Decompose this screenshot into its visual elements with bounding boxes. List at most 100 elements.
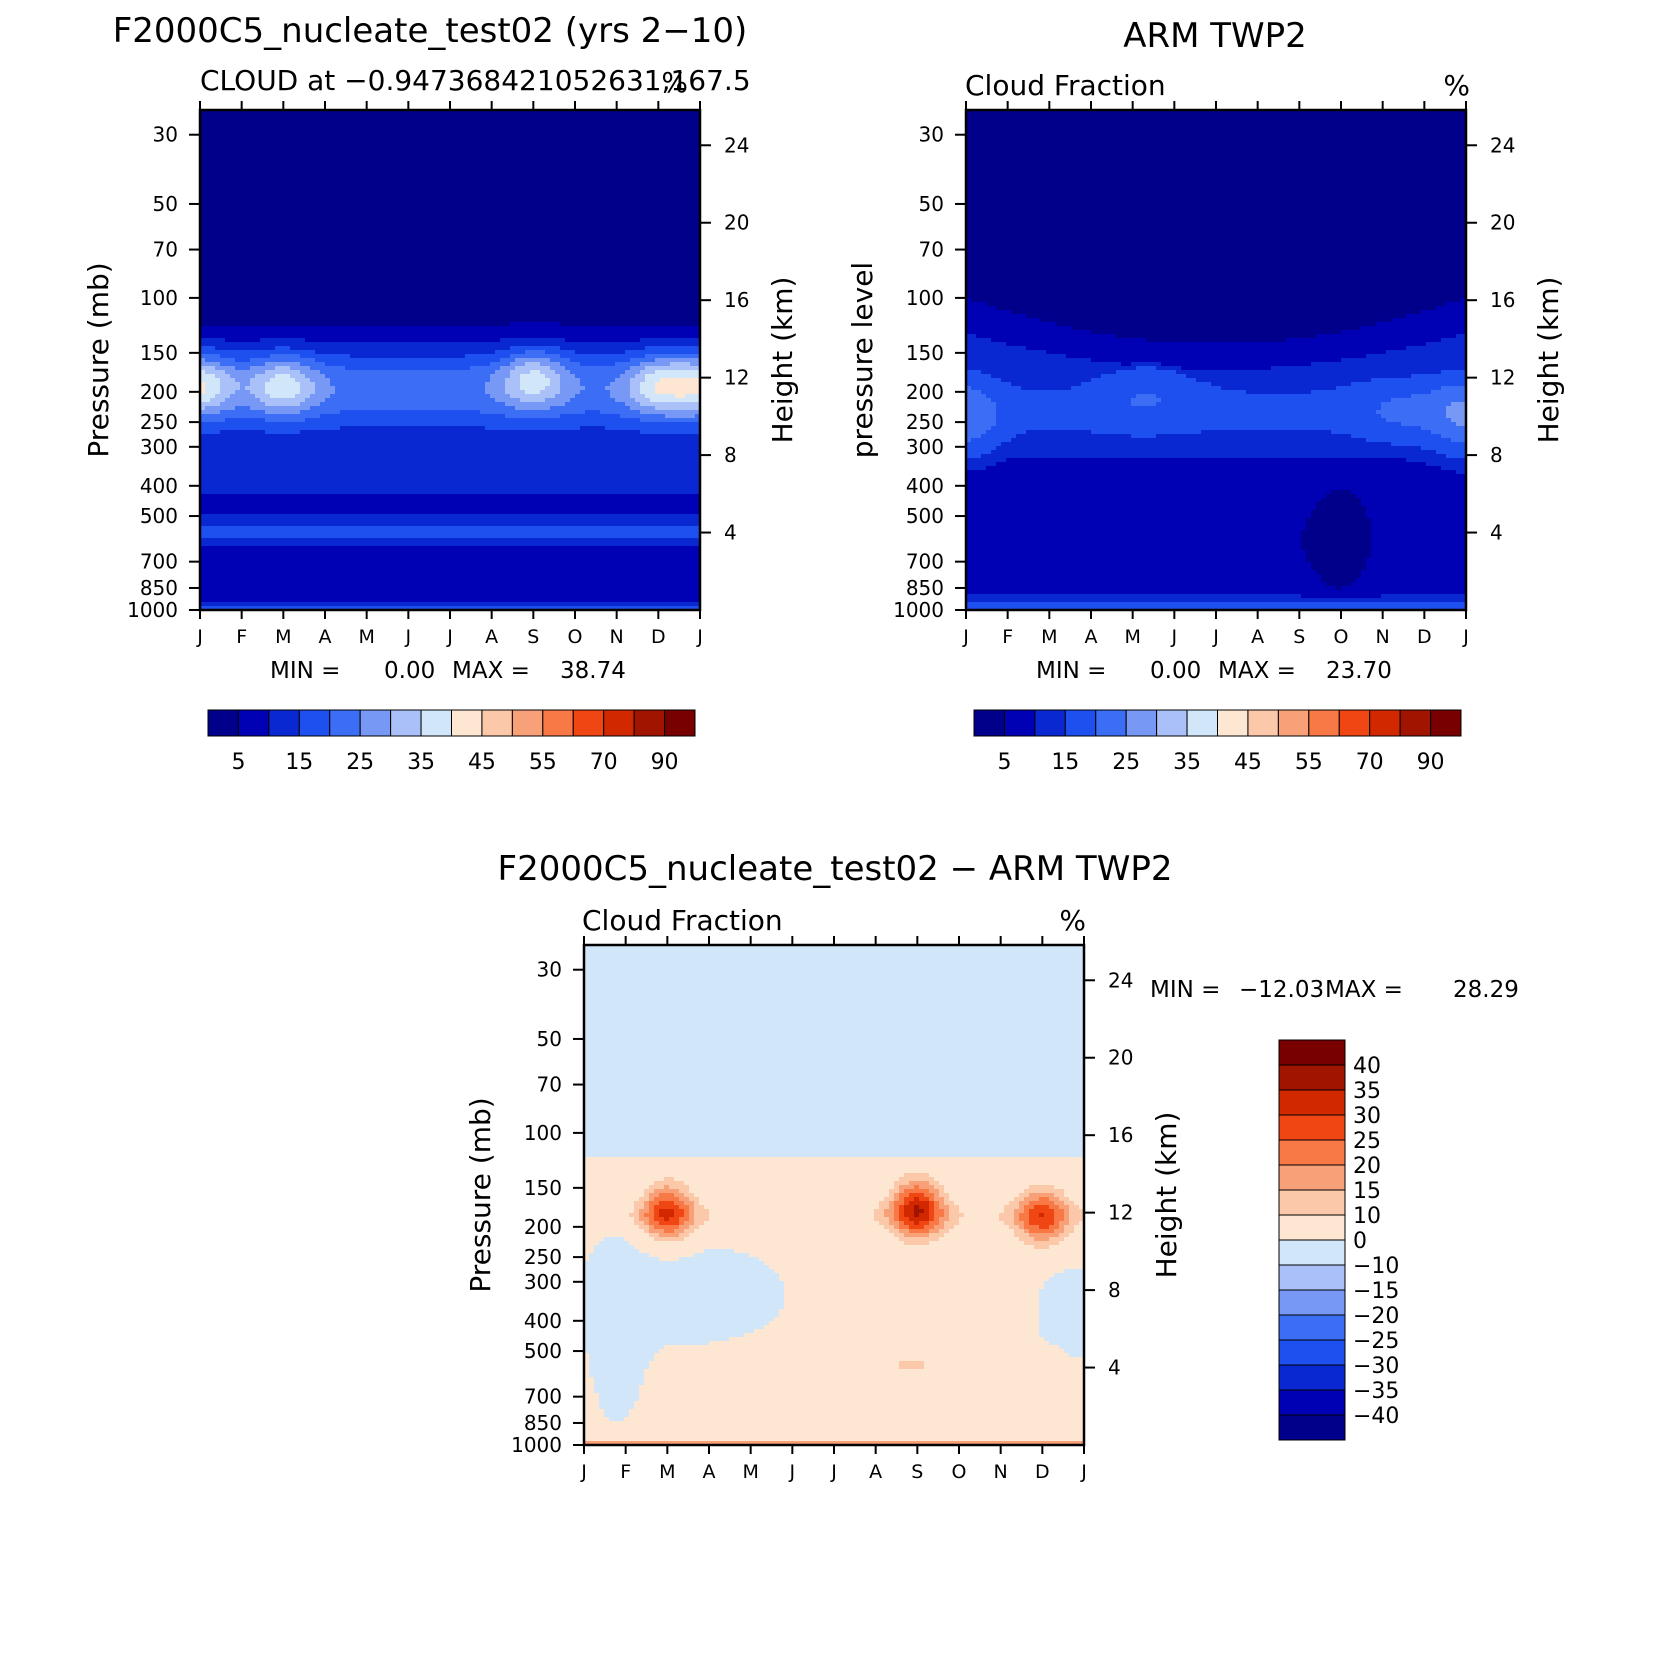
contour-cell — [914, 1221, 920, 1226]
contour-cell — [966, 246, 1467, 251]
colorbar-swatch — [1278, 1189, 1346, 1216]
x-tick-label: M — [275, 626, 291, 648]
contour-cell — [589, 1357, 655, 1362]
contour-cell — [966, 410, 997, 415]
contour-cell — [654, 1205, 680, 1210]
contour-cell — [584, 945, 1085, 950]
contour-cell — [889, 1205, 895, 1210]
contour-cell — [510, 346, 561, 351]
contour-cell — [1006, 458, 1407, 463]
colorbar-swatch — [1277, 709, 1310, 737]
contour-cell — [904, 1209, 915, 1214]
contour-cell — [200, 590, 701, 595]
contour-cell — [215, 394, 231, 399]
contour-cell — [200, 138, 701, 143]
contour-cell — [769, 1321, 1040, 1326]
contour-cell — [1059, 1197, 1070, 1202]
contour-cell — [996, 462, 1427, 467]
contour-cell — [300, 386, 316, 391]
contour-cell — [240, 382, 251, 387]
contour-cell — [635, 398, 651, 403]
contour-cell — [996, 402, 1132, 407]
contour-cell — [889, 1217, 895, 1222]
contour-cell — [215, 366, 236, 371]
y-tick-label: 1000 — [511, 1433, 562, 1457]
contour-cell — [560, 374, 576, 379]
model-min-value: 0.00 — [384, 658, 435, 684]
contour-cell — [200, 166, 701, 171]
y-tick-label: 300 — [140, 435, 178, 459]
contour-cell — [200, 134, 701, 139]
contour-cell — [605, 426, 701, 431]
contour-cell — [919, 1185, 935, 1190]
contour-cell — [630, 378, 646, 383]
contour-cell — [939, 1237, 1020, 1242]
contour-cell — [1029, 1213, 1040, 1218]
contour-cell — [709, 1217, 875, 1222]
contour-cell — [300, 370, 321, 375]
contour-cell — [664, 1185, 670, 1190]
contour-cell — [639, 1385, 1085, 1390]
contour-cell — [200, 194, 701, 199]
contour-cell — [584, 1421, 1085, 1426]
contour-cell — [1046, 350, 1387, 355]
contour-cell — [919, 1197, 930, 1202]
contour-cell — [904, 1189, 930, 1194]
contour-cell — [265, 430, 301, 435]
contour-cell — [1064, 1237, 1085, 1242]
contour-cell — [929, 1197, 935, 1202]
contour-cell — [966, 386, 972, 391]
contour-cell — [966, 182, 1467, 187]
y-tick-label: 700 — [140, 550, 178, 574]
contour-cell — [649, 1197, 655, 1202]
contour-cell — [874, 1213, 885, 1218]
contour-cell — [966, 526, 1307, 531]
contour-cell — [584, 1025, 1085, 1030]
y2-tick-label: 4 — [1490, 521, 1503, 545]
contour-cell — [560, 362, 581, 367]
model-units: % — [661, 66, 688, 99]
contour-cell — [934, 1205, 940, 1210]
contour-cell — [991, 398, 1132, 403]
colorbar-swatch — [207, 709, 239, 737]
contour-cell — [250, 382, 266, 387]
contour-cell — [200, 114, 701, 119]
contour-cell — [966, 294, 1467, 299]
contour-cell — [584, 1237, 605, 1242]
contour-cell — [270, 354, 301, 359]
contour-cell — [1361, 498, 1467, 503]
y-tick-label: 400 — [140, 474, 178, 498]
contour-cell — [584, 1133, 1085, 1138]
y-tick-label: 150 — [524, 1176, 562, 1200]
colorbar-swatch — [1278, 1239, 1346, 1266]
contour-cell — [265, 390, 301, 395]
contour-cell — [1316, 502, 1362, 507]
contour-cell — [986, 394, 1137, 399]
contour-cell — [899, 1217, 910, 1222]
contour-cell — [485, 390, 506, 395]
contour-cell — [1366, 558, 1467, 563]
contour-cell — [929, 1201, 935, 1206]
colorbar-swatch — [1278, 1164, 1346, 1191]
contour-cell — [689, 1205, 695, 1210]
contour-cell — [584, 1005, 1085, 1010]
contour-cell — [485, 386, 506, 391]
contour-cell — [584, 1329, 755, 1334]
contour-cell — [200, 570, 701, 575]
contour-cell — [200, 382, 206, 387]
contour-cell — [924, 1225, 935, 1230]
contour-cell — [345, 366, 471, 371]
contour-cell — [584, 1381, 595, 1386]
contour-cell — [200, 430, 221, 435]
contour-cell — [1331, 490, 1352, 495]
contour-cell — [679, 1233, 690, 1238]
contour-cell — [645, 354, 701, 359]
contour-cell — [525, 362, 541, 367]
contour-cell — [694, 1193, 890, 1198]
contour-cell — [604, 1237, 625, 1242]
contour-cell — [1161, 362, 1312, 367]
contour-cell — [1356, 494, 1467, 499]
contour-cell — [530, 370, 541, 375]
contour-cell — [1311, 562, 1367, 567]
